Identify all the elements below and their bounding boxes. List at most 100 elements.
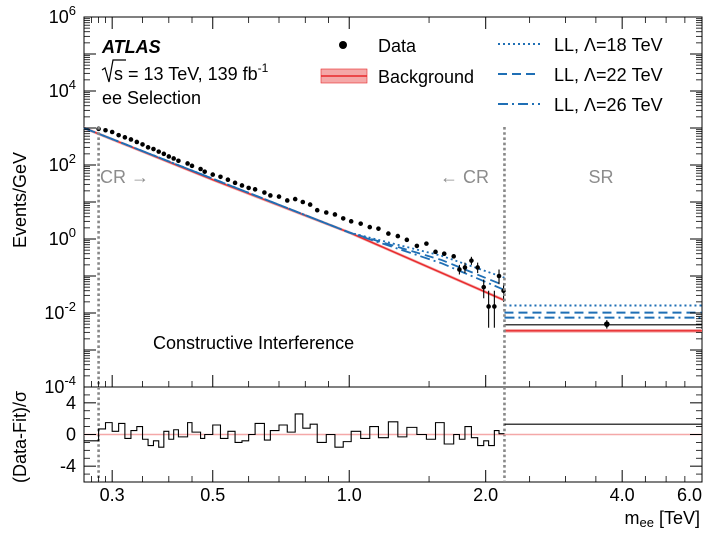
x-tick-label: 6.0 <box>677 485 702 505</box>
data-point <box>481 284 487 290</box>
data-point <box>202 169 208 174</box>
data-point <box>462 265 468 270</box>
data-point <box>103 127 108 133</box>
data-point <box>140 142 145 147</box>
data-point <box>189 163 195 169</box>
data-point <box>122 135 128 140</box>
y-tick-label: 10-4 <box>44 373 76 397</box>
energy-label: s = 13 TeV, 139 fb-1 <box>101 59 269 84</box>
ratio-y-tick-label: 0 <box>66 425 76 445</box>
ratio-y-tick-label: -4 <box>60 456 76 476</box>
data-point <box>262 190 267 195</box>
data-point <box>145 145 151 150</box>
experiment-label: ATLAS <box>101 37 161 57</box>
data-point <box>276 194 282 199</box>
data-point <box>198 166 203 172</box>
data-point <box>151 146 156 152</box>
data-point <box>225 177 231 183</box>
data-point <box>492 304 497 309</box>
y-tick-label: 102 <box>49 151 76 175</box>
x-tick-label: 0.5 <box>200 485 225 505</box>
data-point <box>185 161 190 166</box>
data-point <box>156 149 162 154</box>
data-point <box>210 172 216 177</box>
legend-background-label: Background <box>378 67 474 87</box>
y-axis-label: Events/GeV <box>10 152 30 248</box>
data-point <box>232 180 238 186</box>
legend-data-marker <box>339 41 347 49</box>
ratio-histogram <box>84 413 505 448</box>
data-point <box>475 265 480 270</box>
y-tick-label: 10-2 <box>44 299 76 323</box>
data-point <box>284 198 290 203</box>
axis-ticks: 10-4 10-2 100 102 104 106 0.3 0.5 1.0 2.0 4.0 6.0 4 0… <box>44 3 703 505</box>
data-point <box>441 251 447 257</box>
data-point <box>166 154 172 159</box>
data-point <box>332 212 338 217</box>
data-point <box>469 258 474 263</box>
signal-line-1 <box>83 127 505 279</box>
main-plot-marks <box>83 126 702 482</box>
x-axis-label: mee [TeV] <box>625 508 701 530</box>
legend-ll26-label: LL, Λ=26 TeV <box>554 95 663 115</box>
data-point <box>457 267 462 272</box>
data-point <box>367 224 373 230</box>
x-tick-label: 1.0 <box>337 485 362 505</box>
data-point <box>300 199 306 205</box>
data-point <box>116 132 121 138</box>
ratio-plot-marks <box>84 413 702 448</box>
sr-data-point <box>604 321 610 327</box>
y-tick-label: 106 <box>49 3 76 27</box>
data-point <box>386 231 391 236</box>
ratio-y-tick-label: 4 <box>66 393 76 413</box>
selection-label: ee Selection <box>102 88 201 108</box>
ratio-y-axis-label: (Data-Fit)/σ <box>10 391 30 483</box>
data-point <box>307 202 313 207</box>
x-tick-label: 4.0 <box>610 485 635 505</box>
data-point <box>348 219 354 224</box>
region-label-cr-left: CR → <box>100 167 149 187</box>
data-point <box>323 210 329 215</box>
data-point <box>395 233 401 239</box>
y-tick-label: 104 <box>49 77 76 101</box>
data-point <box>496 273 502 279</box>
data-point <box>292 196 298 202</box>
data-point <box>433 249 438 255</box>
svg-text:s = 13 TeV, 139 fb-1: s = 13 TeV, 139 fb-1 <box>114 61 269 84</box>
x-tick-label: 2.0 <box>473 485 498 505</box>
data-point <box>451 254 456 259</box>
data-point <box>128 137 134 142</box>
interference-annotation: Constructive Interference <box>153 333 354 353</box>
signal-line-2 <box>83 127 505 287</box>
data-point <box>486 304 491 309</box>
data-point <box>239 183 245 188</box>
data-point <box>161 151 167 157</box>
data-point <box>171 156 176 161</box>
data-point <box>314 207 320 213</box>
region-label-sr: SR <box>588 167 613 187</box>
legend-ll18-label: LL, Λ=18 TeV <box>554 35 663 55</box>
data-point <box>376 226 381 231</box>
x-tick-label: 0.3 <box>100 485 125 505</box>
data-point <box>176 158 181 164</box>
sqrt-symbol <box>101 59 126 83</box>
signal-line-3 <box>83 127 505 291</box>
data-point <box>358 221 363 226</box>
legend-ll22-label: LL, Λ=22 TeV <box>554 65 663 85</box>
data-point <box>109 129 115 135</box>
data-point <box>134 139 140 145</box>
data-point <box>246 185 251 191</box>
data-point <box>268 193 273 198</box>
region-label-cr-right: ← CR <box>440 167 489 187</box>
legend-data-label: Data <box>378 36 417 56</box>
data-point <box>424 241 429 246</box>
data-point <box>414 243 420 249</box>
y-tick-label: 100 <box>49 225 76 249</box>
legend: Data Background LL, Λ=18 TeV LL, Λ=22 Te… <box>320 35 663 115</box>
background-line <box>83 127 505 301</box>
data-point <box>252 187 258 192</box>
data-point <box>404 237 410 243</box>
data-point <box>218 174 223 180</box>
data-point <box>340 216 346 221</box>
